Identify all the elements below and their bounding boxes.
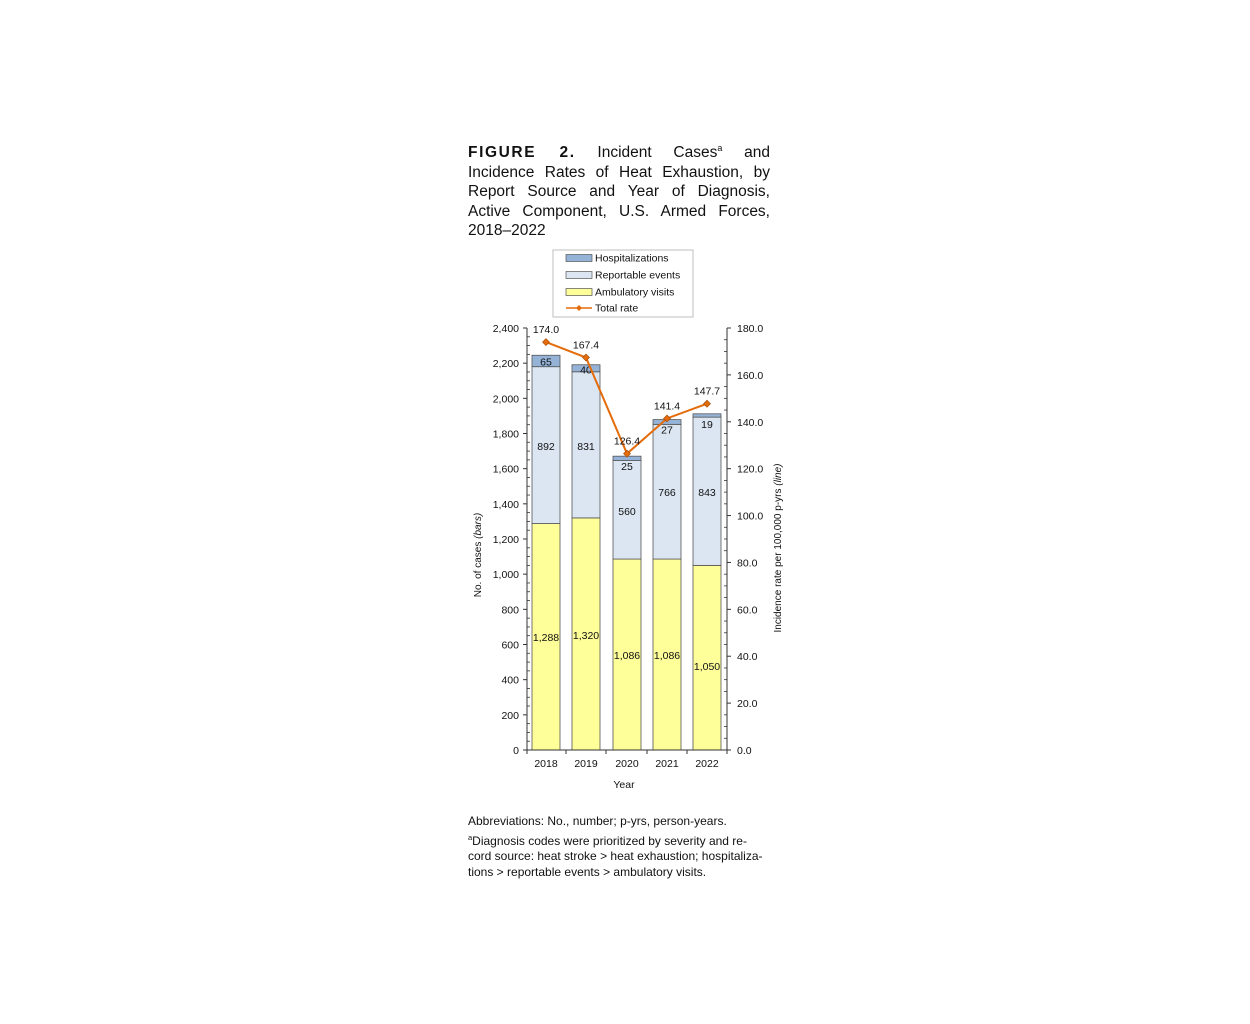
legend-label-ambulatory-visits: Ambulatory visits <box>595 287 674 299</box>
y2-tick-label: 40.0 <box>737 651 758 663</box>
ambulatory-visits-value-label-2022: 1,050 <box>694 661 720 673</box>
total-rate-label-2021: 141.4 <box>654 400 680 412</box>
total-rate-point-2020 <box>623 449 631 458</box>
note-line-3: tions > reportable events > ambulatory v… <box>468 864 707 879</box>
x-tick-label-2019: 2019 <box>574 758 598 770</box>
rate-line-layer: 174.0 167.4 126.4 141.4 147.7 <box>533 324 720 458</box>
ambulatory-visits-value-label-2019: 1,320 <box>573 630 599 642</box>
note-marker: a <box>468 832 473 842</box>
ambulatory-visits-value-label-2020: 1,086 <box>614 650 640 662</box>
legend: Hospitalizations Reportable events Ambulat… <box>552 249 694 318</box>
legend-swatch-hospitalizations <box>565 254 593 262</box>
reportable-events-bar-2019 <box>571 371 601 519</box>
figure-label: FIGURE 2. <box>468 144 576 161</box>
reportable-events-value-label-2020: 560 <box>618 506 636 518</box>
x-tick-label-2022: 2022 <box>695 758 719 770</box>
y2-tick-label: 140.0 <box>737 417 763 429</box>
y2-tick-label: 0.0 <box>737 745 752 757</box>
y-tick-label: 400 <box>501 675 519 687</box>
total-rate-label-2020: 126.4 <box>614 436 640 448</box>
figure-title: FIGURE 2. Incident Casesa and Incidence … <box>468 143 770 241</box>
total-rate-label-2019: 167.4 <box>573 340 599 352</box>
title-footnote-marker: a <box>717 142 723 153</box>
y-tick-label: 800 <box>501 604 519 616</box>
y-tick-label: 2,000 <box>493 393 519 405</box>
reportable-events-bar-2022 <box>692 416 722 566</box>
legend-label-total-rate: Total rate <box>595 303 638 315</box>
y-tick-label: 1,200 <box>493 534 519 546</box>
reportable-events-value-label-2022: 843 <box>698 487 716 499</box>
hospitalizations-value-label-2019: 40 <box>580 365 592 377</box>
y-axis-title-text: No. of cases <box>473 539 484 597</box>
ambulatory-visits-bar-2022 <box>692 564 722 751</box>
bars-layer <box>531 354 722 751</box>
y2-tick-label: 20.0 <box>737 698 758 710</box>
y-axis-title: No. of cases (bars) <box>473 513 484 597</box>
y-tick-label: 1,400 <box>493 499 519 511</box>
note-line-1: Diagnosis codes were prioritized by seve… <box>472 833 747 848</box>
legend-swatch-reportable-events <box>565 271 593 279</box>
footnotes: Abbreviations: No., number; p-yrs, perso… <box>468 814 770 880</box>
y-tick-label: 1,000 <box>493 569 519 581</box>
x-tick-label-2020: 2020 <box>615 758 639 770</box>
y-tick-label: 0 <box>513 745 519 757</box>
hospitalizations-bar-2022 <box>692 413 722 418</box>
y2-axis-title: Incidence rate per 100,000 p-yrs (line) <box>773 464 784 633</box>
hospitalizations-bar-2019 <box>571 364 601 373</box>
reportable-events-value-label-2021: 766 <box>658 487 676 499</box>
y-tick-label: 2,200 <box>493 358 519 370</box>
y2-axis-title-suffix: (line) <box>773 464 784 486</box>
x-axis-title: Year <box>613 779 635 791</box>
hospitalizations-value-label-2018: 65 <box>540 356 552 368</box>
reportable-events-value-label-2018: 892 <box>537 441 555 453</box>
ambulatory-visits-bar-2021 <box>652 558 682 751</box>
y-tick-label: 1,800 <box>493 429 519 441</box>
x-tick-label-2021: 2021 <box>655 758 679 770</box>
total-rate-point-2022 <box>703 399 711 408</box>
total-rate-point-2018 <box>542 338 550 346</box>
total-rate-point-2019 <box>582 353 590 362</box>
total-rate-label-2018: 174.0 <box>533 324 559 336</box>
bar-labels-layer: 1,288 892 65 1,320 831 40 1,086 560 25 1,086 766 27… <box>533 356 720 673</box>
title-text-part1: Incident Cases <box>597 144 718 161</box>
hospitalizations-value-label-2020: 25 <box>621 461 633 473</box>
y2-tick-label: 100.0 <box>737 511 763 523</box>
legend-swatch-ambulatory-visits <box>565 288 593 296</box>
y-tick-label: 600 <box>501 640 519 652</box>
y2-axis-title-text: Incidence rate per 100,000 p-yrs <box>773 486 784 633</box>
y-tick-label: 200 <box>501 710 519 722</box>
diagnosis-note: aDiagnosis codes were prioritized by sev… <box>468 830 770 881</box>
note-line-2: cord source: heat stroke > heat exhausti… <box>468 849 763 863</box>
y2-tick-label: 160.0 <box>737 370 763 382</box>
y-tick-label: 1,600 <box>493 464 519 476</box>
reportable-events-value-label-2019: 831 <box>577 441 595 453</box>
y-tick-label: 2,400 <box>493 323 519 335</box>
hospitalizations-value-label-2021: 27 <box>661 425 673 437</box>
total-rate-point-2021 <box>663 414 671 423</box>
y2-tick-label: 120.0 <box>737 464 763 476</box>
legend-label-hospitalizations: Hospitalizations <box>595 253 669 265</box>
ambulatory-visits-bar-2020 <box>612 558 642 751</box>
abbreviations-note: Abbreviations: No., number; p-yrs, perso… <box>468 814 727 828</box>
reportable-events-bar-2021 <box>652 423 682 560</box>
y2-tick-label: 60.0 <box>737 604 758 616</box>
legend-marker-total-rate <box>576 305 582 311</box>
y-axis-title-suffix: (bars) <box>473 513 484 539</box>
total-rate-label-2022: 147.7 <box>694 386 720 398</box>
axes-layer: 0 200 400 600 800 1,000 1,200 1,400 1,600 1,800 2,… <box>493 323 764 770</box>
y2-tick-label: 80.0 <box>737 557 758 569</box>
reportable-events-bar-2020 <box>612 460 642 560</box>
title-text-part2: and Incidence Rates of Heat Exhaustion, … <box>468 144 770 239</box>
hospitalizations-bar-2018 <box>531 354 561 368</box>
hospitalizations-value-label-2022: 19 <box>701 419 713 431</box>
legend-label-reportable-events: Reportable events <box>595 270 680 282</box>
y2-tick-label: 180.0 <box>737 323 763 335</box>
ambulatory-visits-value-label-2021: 1,086 <box>654 650 680 662</box>
ambulatory-visits-value-label-2018: 1,288 <box>533 632 559 644</box>
x-tick-label-2018: 2018 <box>534 758 558 770</box>
ambulatory-visits-bar-2018 <box>531 523 561 751</box>
